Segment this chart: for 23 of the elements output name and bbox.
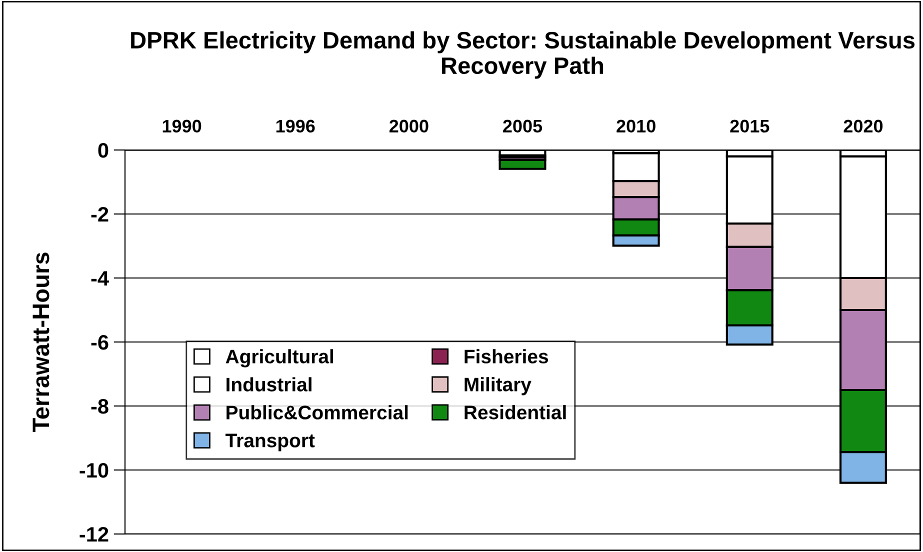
legend-label: Military (464, 377, 532, 396)
y-tick-label: -8 (91, 399, 108, 414)
chart-title: DPRK Electricity Demand by Sector: Sustainable Development Versus Recovery Path (131, 31, 915, 79)
legend-label: Transport (226, 434, 315, 452)
y-tick-label: 0 (98, 143, 108, 158)
x-tick-label: 2020 (844, 120, 883, 133)
x-tick-label: 1990 (162, 120, 202, 133)
legend-label: Public&Commercial (226, 405, 408, 420)
legend-label: Agricultural (226, 349, 334, 368)
legend-label: Industrial (226, 377, 312, 392)
x-tick-label: 2015 (730, 120, 770, 133)
y-tick-label: -4 (91, 271, 109, 286)
y-tick-label: -12 (80, 527, 108, 542)
legend-label: Residential (464, 405, 566, 420)
y-tick-label: -10 (80, 463, 108, 478)
y-tick-label: -6 (91, 335, 108, 350)
y-tick-label: -2 (91, 207, 108, 222)
x-tick-label: 2005 (503, 120, 542, 133)
legend-label: Fisheries (464, 349, 548, 364)
x-tick-label: 2000 (389, 120, 428, 133)
x-tick-label: 2010 (616, 120, 656, 133)
x-tick-label: 1996 (276, 120, 315, 133)
y-axis-title: Terrawatt-Hours (32, 252, 50, 432)
